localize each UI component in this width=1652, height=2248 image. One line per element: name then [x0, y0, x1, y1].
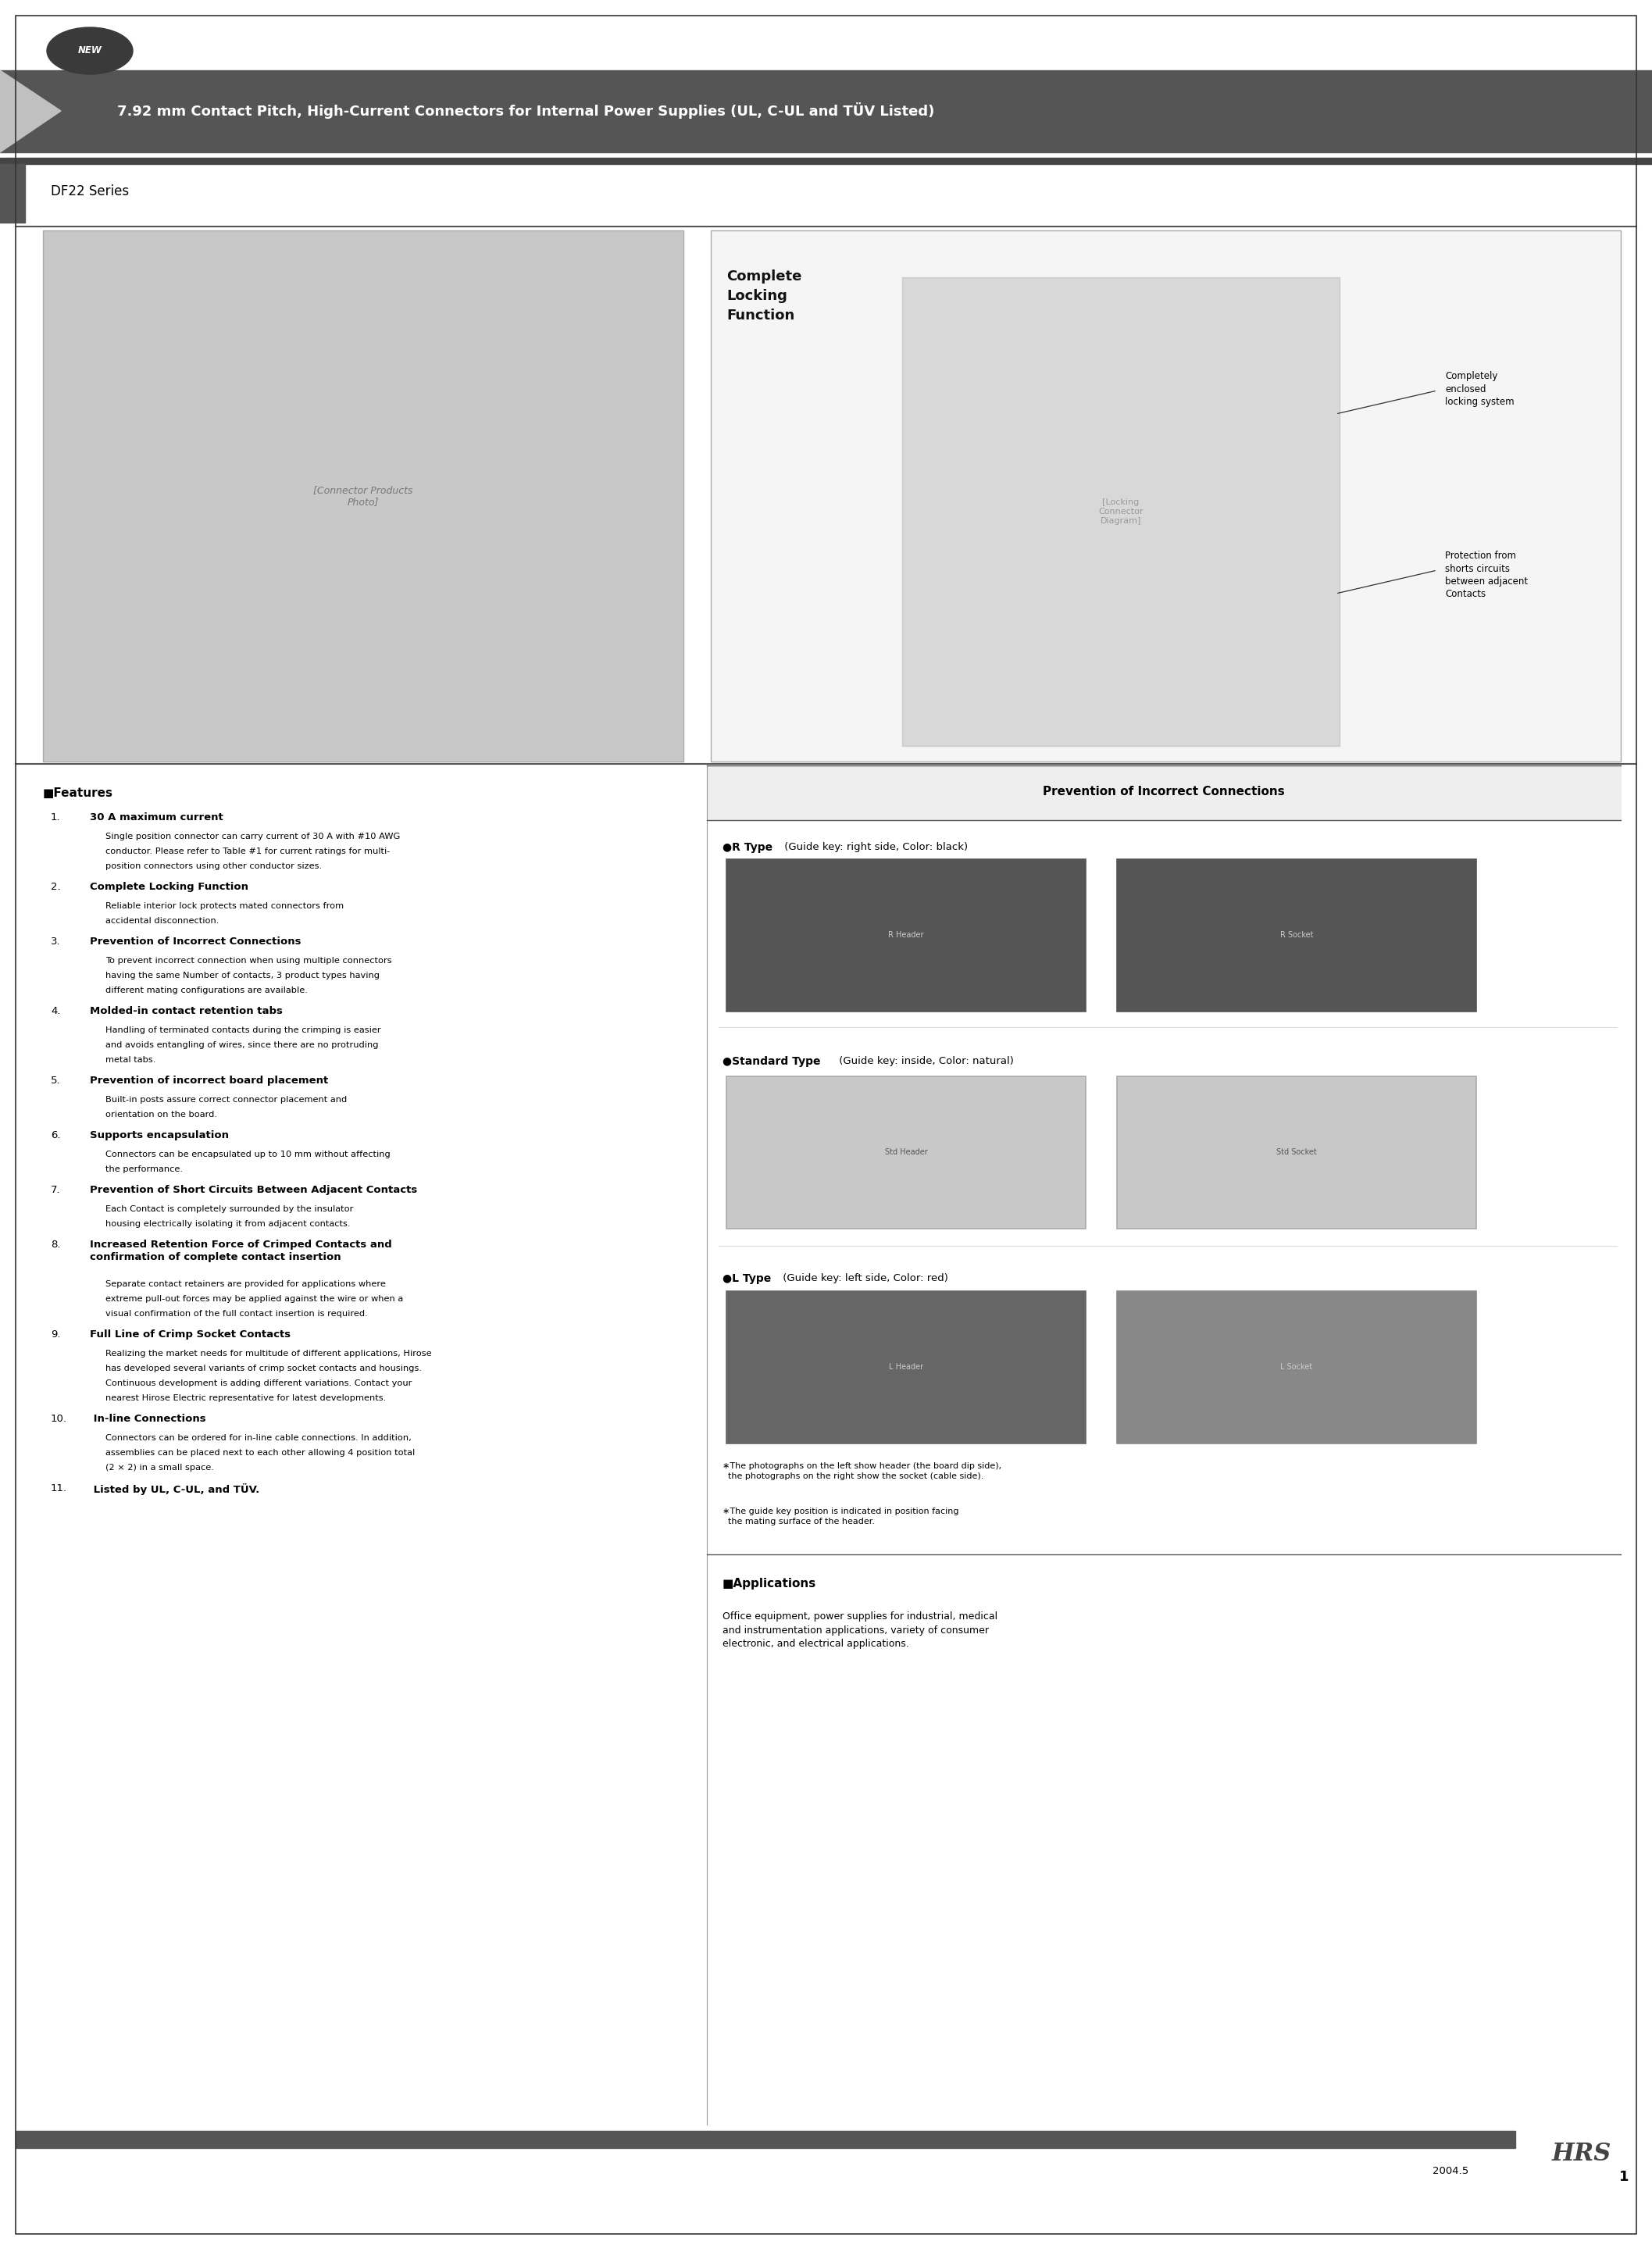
Text: (Guide key: right side, Color: black): (Guide key: right side, Color: black): [781, 843, 968, 852]
Bar: [727, 1077, 1085, 1230]
Text: 4.: 4.: [51, 1007, 61, 1016]
Text: [Locking
Connector
Diagram]: [Locking Connector Diagram]: [1099, 499, 1143, 524]
Text: ■Applications: ■Applications: [722, 1578, 816, 1589]
Bar: [0, 164, 1652, 223]
Text: Supports encapsulation: Supports encapsulation: [89, 1131, 230, 1140]
Text: Prevention of incorrect board placement: Prevention of incorrect board placement: [89, 1075, 329, 1086]
Text: Molded-in contact retention tabs: Molded-in contact retention tabs: [89, 1007, 282, 1016]
Text: position connectors using other conductor sizes.: position connectors using other conducto…: [106, 863, 322, 870]
Bar: [902, 277, 1340, 746]
Text: has developed several variants of crimp socket contacts and housings.: has developed several variants of crimp …: [106, 1365, 421, 1371]
Text: Handling of terminated contacts during the crimping is easier: Handling of terminated contacts during t…: [106, 1027, 382, 1034]
Text: R Socket: R Socket: [1280, 931, 1313, 940]
Text: Complete Locking Function: Complete Locking Function: [89, 881, 248, 892]
Text: 11.: 11.: [51, 1484, 68, 1493]
Text: 1.: 1.: [51, 812, 61, 823]
Text: (Guide key: left side, Color: red): (Guide key: left side, Color: red): [780, 1272, 948, 1284]
Text: ■Features: ■Features: [43, 787, 114, 798]
Text: R Header: R Header: [889, 931, 923, 940]
Text: Each Contact is completely surrounded by the insulator: Each Contact is completely surrounded by…: [106, 1205, 354, 1214]
Text: Reliable interior lock protects mated connectors from: Reliable interior lock protects mated co…: [106, 901, 344, 910]
Bar: [1117, 859, 1477, 1012]
Text: Connectors can be encapsulated up to 10 mm without affecting: Connectors can be encapsulated up to 10 …: [106, 1151, 390, 1158]
Text: Completely
enclosed
locking system: Completely enclosed locking system: [1446, 371, 1515, 407]
Text: Connectors can be ordered for in-line cable connections. In addition,: Connectors can be ordered for in-line ca…: [106, 1434, 411, 1441]
Text: 8.: 8.: [51, 1239, 61, 1250]
Bar: [0, 70, 1652, 153]
Text: Prevention of Incorrect Connections: Prevention of Incorrect Connections: [89, 937, 301, 946]
Text: Listed by UL, C-UL, and TÜV.: Listed by UL, C-UL, and TÜV.: [89, 1484, 259, 1495]
Text: 10.: 10.: [51, 1414, 68, 1423]
Text: Protection from
shorts circuits
between adjacent
Contacts: Protection from shorts circuits between …: [1446, 551, 1528, 600]
Bar: [43, 232, 684, 762]
Text: Office equipment, power supplies for industrial, medical
and instrumentation app: Office equipment, power supplies for ind…: [722, 1612, 998, 1648]
Text: housing electrically isolating it from adjacent contacts.: housing electrically isolating it from a…: [106, 1221, 350, 1227]
Text: L Header: L Header: [889, 1362, 923, 1371]
Polygon shape: [0, 70, 61, 153]
Bar: [1117, 1290, 1477, 1443]
Text: visual confirmation of the full contact insertion is required.: visual confirmation of the full contact …: [106, 1311, 368, 1317]
Text: assemblies can be placed next to each other allowing 4 position total: assemblies can be placed next to each ot…: [106, 1450, 415, 1457]
Text: 6.: 6.: [51, 1131, 61, 1140]
Text: different mating configurations are available.: different mating configurations are avai…: [106, 987, 307, 994]
Bar: [727, 859, 1085, 1012]
Text: 9.: 9.: [51, 1329, 61, 1340]
Text: 2004.5: 2004.5: [1432, 2167, 1469, 2176]
Text: and avoids entangling of wires, since there are no protruding: and avoids entangling of wires, since th…: [106, 1041, 378, 1050]
Text: Continuous development is adding different variations. Contact your: Continuous development is adding differe…: [106, 1380, 411, 1387]
Text: L Socket: L Socket: [1280, 1362, 1313, 1371]
Text: 7.: 7.: [51, 1185, 61, 1196]
Text: Increased Retention Force of Crimped Contacts and
confirmation of complete conta: Increased Retention Force of Crimped Con…: [89, 1239, 392, 1261]
Text: ●L Type: ●L Type: [722, 1272, 771, 1284]
Text: 3.: 3.: [51, 937, 61, 946]
Text: NEW: NEW: [78, 45, 102, 56]
Bar: [15, 2131, 1515, 2149]
Text: ●R Type: ●R Type: [722, 843, 773, 852]
Bar: [707, 764, 1621, 821]
Text: Prevention of Short Circuits Between Adjacent Contacts: Prevention of Short Circuits Between Adj…: [89, 1185, 418, 1196]
Text: [Connector Products
Photo]: [Connector Products Photo]: [314, 486, 413, 508]
Text: To prevent incorrect connection when using multiple connectors: To prevent incorrect connection when usi…: [106, 958, 392, 964]
Text: ∗The photographs on the left show header (the board dip side),
  the photographs: ∗The photographs on the left show header…: [722, 1461, 1001, 1481]
Text: Prevention of Incorrect Connections: Prevention of Incorrect Connections: [1042, 787, 1285, 798]
Text: ●Standard Type: ●Standard Type: [722, 1057, 821, 1068]
Text: having the same Number of contacts, 3 product types having: having the same Number of contacts, 3 pr…: [106, 971, 380, 980]
Text: ∗The guide key position is indicated in position facing
  the mating surface of : ∗The guide key position is indicated in …: [722, 1508, 958, 1526]
Text: Single position connector can carry current of 30 A with #10 AWG: Single position connector can carry curr…: [106, 832, 400, 841]
Bar: [1117, 1077, 1477, 1230]
Text: orientation on the board.: orientation on the board.: [106, 1111, 216, 1120]
Text: DF22 Series: DF22 Series: [51, 184, 129, 198]
Text: Realizing the market needs for multitude of different applications, Hirose: Realizing the market needs for multitude…: [106, 1349, 431, 1358]
Text: In-line Connections: In-line Connections: [89, 1414, 206, 1423]
Bar: [710, 232, 1621, 762]
Text: Complete
Locking
Function: Complete Locking Function: [727, 270, 801, 324]
Text: nearest Hirose Electric representative for latest developments.: nearest Hirose Electric representative f…: [106, 1394, 387, 1403]
Bar: [0, 164, 25, 223]
Text: Std Header: Std Header: [885, 1149, 927, 1155]
Text: Built-in posts assure correct connector placement and: Built-in posts assure correct connector …: [106, 1095, 347, 1104]
Text: (Guide key: inside, Color: natural): (Guide key: inside, Color: natural): [836, 1057, 1014, 1066]
Bar: [727, 1290, 1085, 1443]
Text: 5.: 5.: [51, 1075, 61, 1086]
Text: 2.: 2.: [51, 881, 61, 892]
Text: accidental disconnection.: accidental disconnection.: [106, 917, 220, 924]
Text: HRS: HRS: [1551, 2142, 1611, 2167]
Text: 7.92 mm Contact Pitch, High-Current Connectors for Internal Power Supplies (UL, : 7.92 mm Contact Pitch, High-Current Conn…: [117, 103, 935, 119]
Text: Separate contact retainers are provided for applications where: Separate contact retainers are provided …: [106, 1279, 387, 1288]
Text: (2 × 2) in a small space.: (2 × 2) in a small space.: [106, 1463, 213, 1472]
Text: 30 A maximum current: 30 A maximum current: [89, 812, 223, 823]
Text: extreme pull-out forces may be applied against the wire or when a: extreme pull-out forces may be applied a…: [106, 1295, 403, 1304]
Text: Std Socket: Std Socket: [1277, 1149, 1317, 1155]
Text: conductor. Please refer to Table #1 for current ratings for multi-: conductor. Please refer to Table #1 for …: [106, 847, 390, 854]
Text: the performance.: the performance.: [106, 1164, 183, 1173]
Ellipse shape: [46, 27, 132, 74]
Bar: [0, 157, 1652, 164]
Text: 1: 1: [1619, 2169, 1629, 2185]
Text: metal tabs.: metal tabs.: [106, 1057, 155, 1063]
Text: Full Line of Crimp Socket Contacts: Full Line of Crimp Socket Contacts: [89, 1329, 291, 1340]
